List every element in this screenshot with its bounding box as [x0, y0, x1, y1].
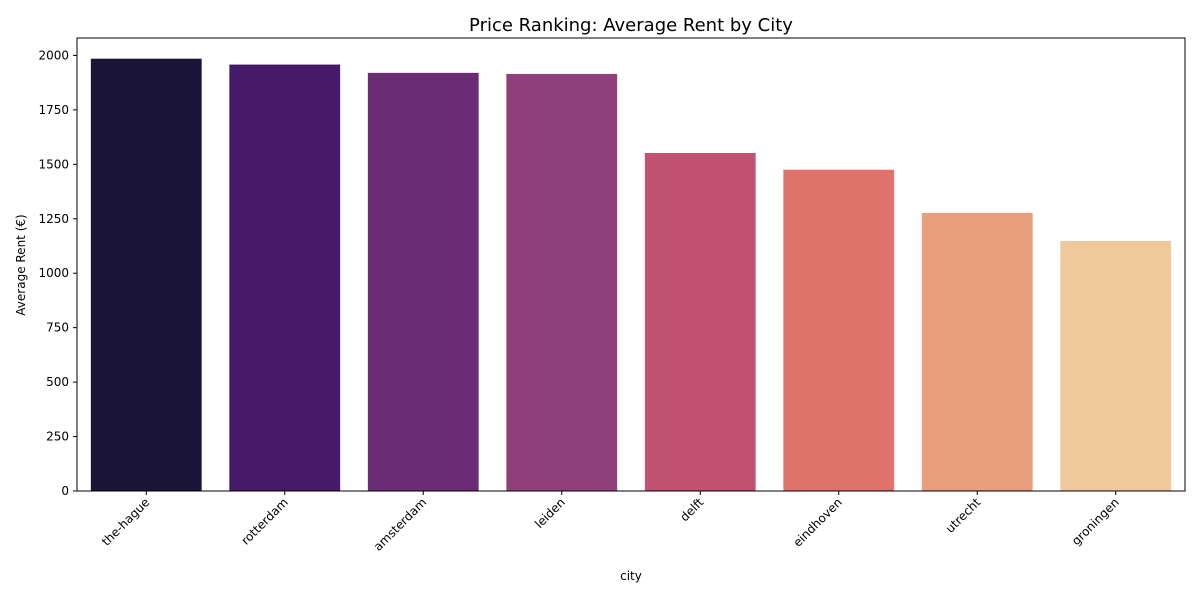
y-tick-label-1250: 1250: [38, 212, 69, 226]
x-tick-label-leiden: leiden: [532, 495, 568, 531]
y-tick-label-1750: 1750: [38, 103, 69, 117]
plot-frame: [76, 37, 1186, 492]
bar-utrecht: [921, 212, 1033, 491]
bar-leiden: [506, 73, 618, 492]
x-tick-label-eindhoven: eindhoven: [790, 495, 844, 549]
y-tick-label-1500: 1500: [38, 157, 69, 171]
x-tick-label-groningen: groningen: [1069, 495, 1122, 548]
plot-area: [90, 58, 1172, 492]
y-tick-label-2000: 2000: [38, 48, 69, 62]
x-axis-label: city: [620, 569, 642, 583]
bar-amsterdam: [367, 72, 479, 491]
bar-the-hague: [90, 58, 202, 491]
y-tick-label-1000: 1000: [38, 266, 69, 280]
x-tick-label-the-hague: the-hague: [99, 495, 152, 548]
bar-eindhoven: [783, 169, 895, 491]
y-tick-label-250: 250: [46, 430, 69, 444]
bar-delft: [644, 152, 756, 491]
chart-title: Price Ranking: Average Rent by City: [469, 15, 793, 36]
y-tick-label-500: 500: [46, 375, 69, 389]
x-tick-label-delft: delft: [677, 495, 706, 524]
y-tick-label-750: 750: [46, 321, 69, 335]
x-axis: the-hague rotterdam amsterdam leiden delft ei…: [99, 491, 1122, 554]
x-tick-label-rotterdam: rotterdam: [238, 495, 290, 547]
x-tick-label-amsterdam: amsterdam: [371, 495, 430, 554]
y-axis-label: Average Rent (€): [14, 214, 28, 315]
bar-groningen: [1060, 240, 1172, 491]
x-tick-label-utrecht: utrecht: [943, 495, 984, 536]
y-tick-label-0: 0: [61, 484, 69, 498]
y-axis: 0 250 500 750 1000 1250 1500 1750 2000: [38, 48, 77, 498]
bar-rotterdam: [229, 64, 341, 491]
